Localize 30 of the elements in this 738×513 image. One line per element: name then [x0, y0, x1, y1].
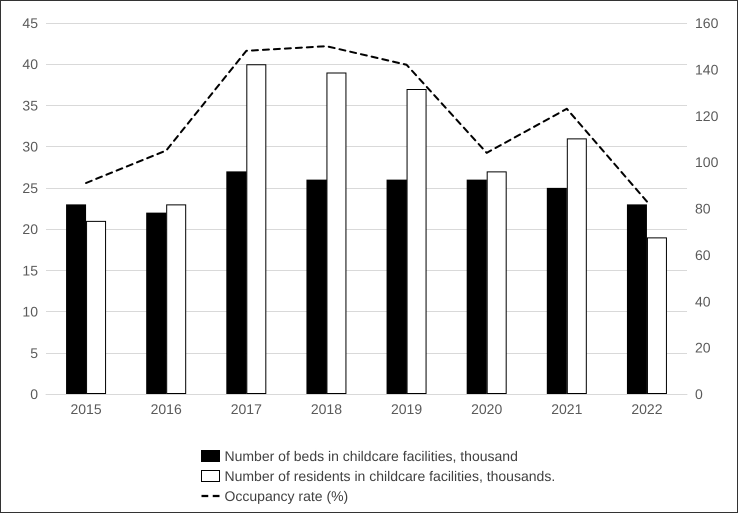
y-tick-label: 5	[30, 344, 38, 361]
y2-tick-label: 160	[695, 15, 719, 31]
x-tick-label: 2019	[390, 401, 422, 417]
legend-label: Occupancy rate (%)	[224, 488, 348, 504]
y-tick-label: 40	[22, 56, 38, 72]
y2-tick-label: 100	[695, 154, 719, 170]
x-tick-label: 2018	[310, 401, 342, 417]
y2-tick-label: 40	[695, 293, 711, 310]
y2-tick-label: 0	[695, 386, 703, 402]
x-tick-label: 2022	[631, 401, 663, 417]
y-tick-label: 0	[30, 386, 38, 402]
legend-label: Number of beds in childcare facilities, thousand	[224, 448, 518, 464]
y2-tick-label: 20	[695, 340, 711, 356]
x-tick-label: 2021	[551, 401, 583, 417]
x-tick-label: 2020	[471, 401, 502, 417]
y-tick-label: 10	[22, 304, 38, 320]
y-tick-label: 30	[22, 138, 38, 155]
y-tick-label: 25	[22, 180, 38, 196]
y2-tick-label: 80	[695, 200, 711, 216]
y2-tick-label: 140	[695, 61, 719, 78]
y-tick-label: 15	[22, 262, 38, 278]
y-tick-label: 35	[22, 97, 38, 114]
y2-tick-label: 120	[695, 108, 719, 124]
x-tick-label: 2017	[230, 401, 262, 417]
y-tick-label: 20	[22, 221, 38, 238]
x-tick-label: 2015	[70, 401, 102, 417]
legend-label: Number of residents in childcare facilities, thousands.	[224, 468, 556, 484]
x-tick-label: 2016	[150, 401, 182, 417]
y-tick-label: 45	[22, 15, 38, 31]
y2-tick-label: 60	[695, 246, 711, 263]
